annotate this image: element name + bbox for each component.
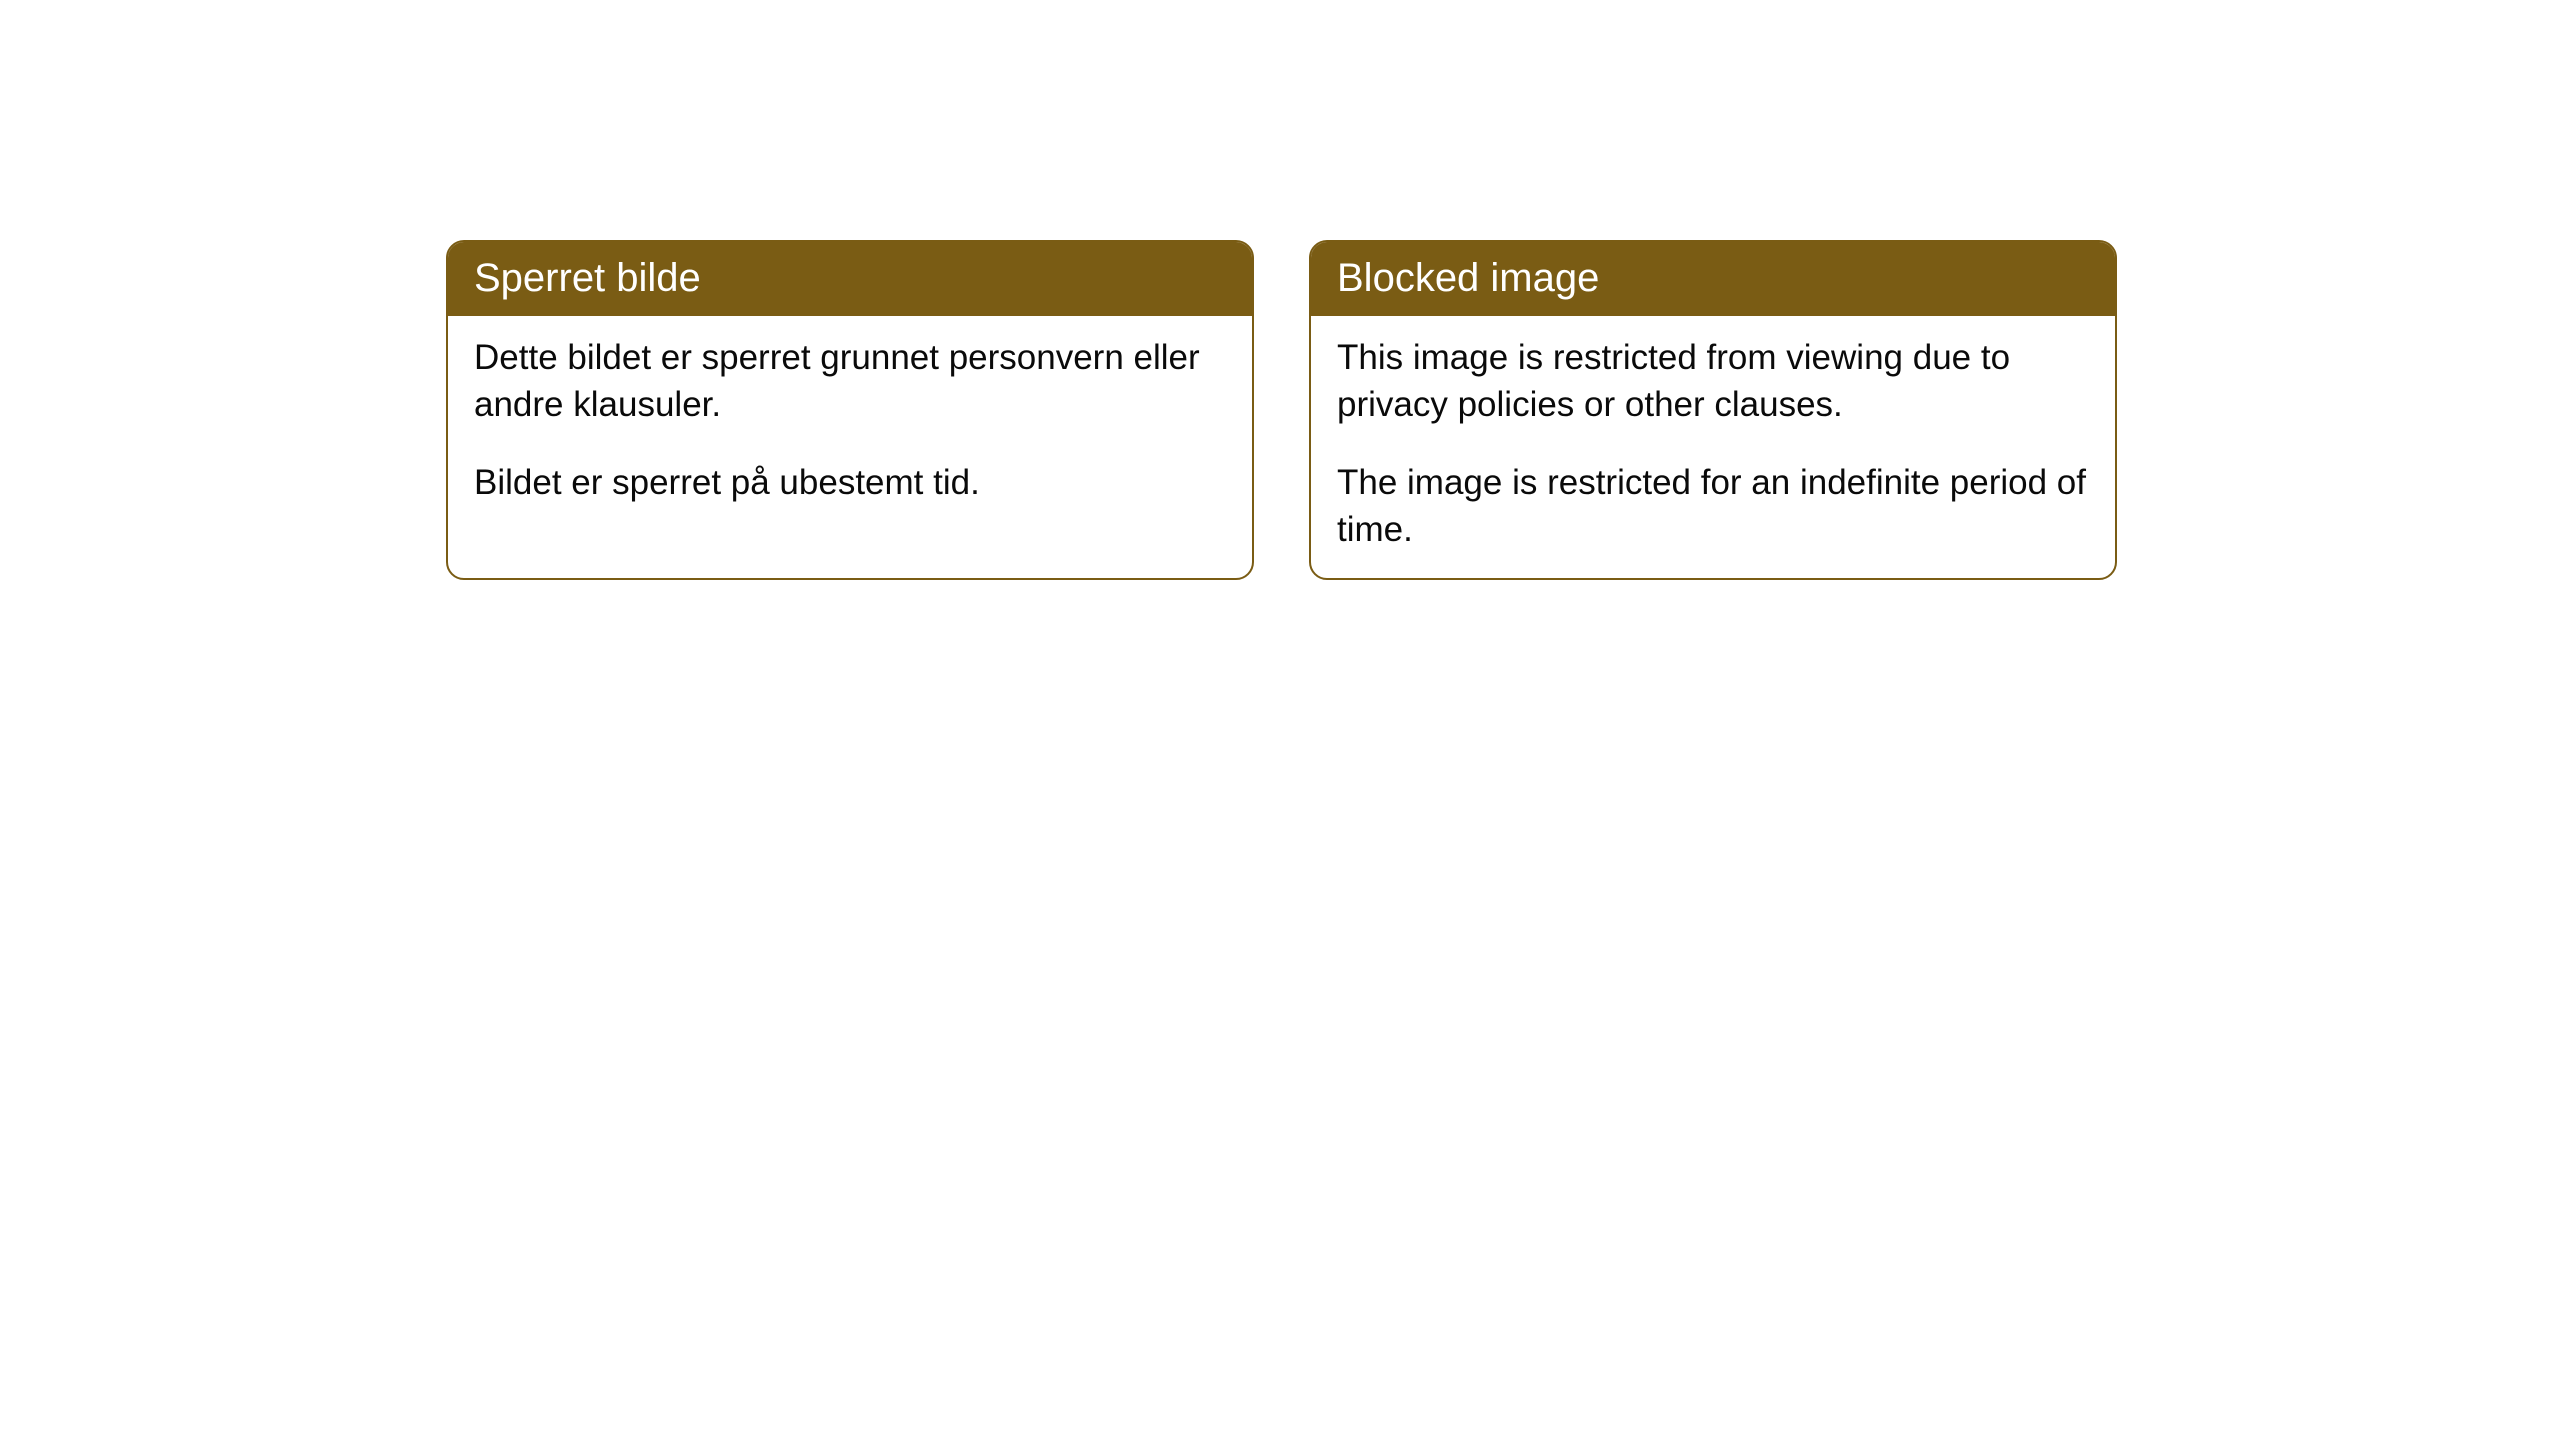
card-paragraph-2: The image is restricted for an indefinit… [1337, 459, 2089, 554]
card-title: Blocked image [1337, 256, 1599, 300]
blocked-image-card-norwegian: Sperret bilde Dette bildet er sperret gr… [446, 240, 1254, 580]
card-header: Blocked image [1311, 242, 2115, 316]
card-paragraph-2: Bildet er sperret på ubestemt tid. [474, 459, 1226, 506]
card-header: Sperret bilde [448, 242, 1252, 316]
blocked-image-card-english: Blocked image This image is restricted f… [1309, 240, 2117, 580]
card-paragraph-1: This image is restricted from viewing du… [1337, 334, 2089, 429]
card-body: Dette bildet er sperret grunnet personve… [448, 316, 1252, 532]
card-paragraph-1: Dette bildet er sperret grunnet personve… [474, 334, 1226, 429]
cards-container: Sperret bilde Dette bildet er sperret gr… [446, 240, 2117, 580]
card-body: This image is restricted from viewing du… [1311, 316, 2115, 579]
card-title: Sperret bilde [474, 256, 701, 300]
